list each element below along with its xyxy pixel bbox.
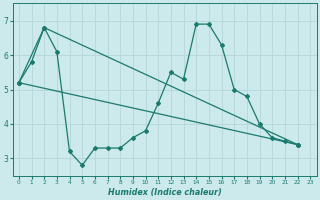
X-axis label: Humidex (Indice chaleur): Humidex (Indice chaleur): [108, 188, 221, 197]
